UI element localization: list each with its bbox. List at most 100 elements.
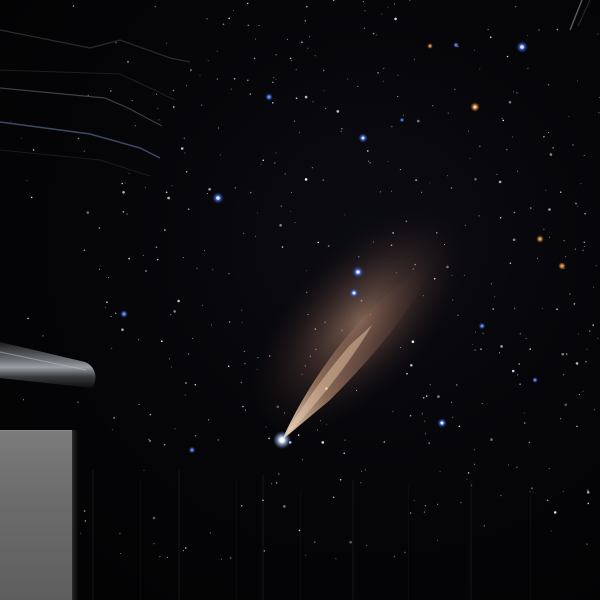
faint-star [119, 532, 121, 535]
faint-star [575, 202, 577, 205]
faint-star [305, 554, 307, 556]
faint-star [365, 469, 367, 471]
faint-star [514, 307, 516, 309]
faint-star [409, 0, 411, 1]
faint-star [304, 178, 308, 181]
faint-star [473, 449, 475, 451]
faint-star [185, 382, 187, 384]
faint-star [513, 211, 516, 214]
faint-star [302, 459, 303, 461]
faint-star [576, 205, 578, 207]
faint-star [548, 208, 551, 211]
faint-star [257, 357, 259, 359]
faint-star [561, 352, 565, 356]
faint-star [456, 384, 458, 386]
faint-star [241, 309, 243, 311]
bright-blue-star [265, 93, 273, 101]
faint-star [552, 147, 554, 149]
faint-star [344, 214, 346, 216]
faint-star [167, 556, 168, 558]
faint-star [233, 10, 234, 11]
faint-star [410, 364, 413, 367]
orange-star [427, 43, 433, 49]
faint-star [321, 441, 325, 444]
faint-star [287, 38, 288, 40]
faint-star [272, 81, 274, 84]
faint-star [294, 120, 296, 122]
faint-star [301, 373, 303, 375]
faint-star [157, 107, 159, 109]
faint-star [268, 437, 270, 440]
bright-blue-star [352, 291, 356, 295]
faint-star [128, 173, 130, 174]
faint-star [262, 159, 265, 162]
faint-star [184, 394, 186, 396]
bright-blue-star [356, 270, 360, 274]
bright-blue-star [188, 446, 196, 454]
faint-star [415, 179, 417, 181]
faint-star [298, 529, 301, 532]
faint-star [513, 91, 514, 93]
faint-star [369, 161, 371, 164]
faint-star [563, 268, 565, 269]
faint-star [312, 101, 314, 103]
faint-star [279, 224, 282, 227]
faint-star [233, 78, 236, 80]
faint-star [575, 248, 577, 250]
faint-star [180, 147, 184, 150]
faint-star [335, 558, 337, 560]
faint-star [478, 215, 480, 217]
faint-star [27, 317, 29, 320]
faint-star [246, 2, 249, 5]
faint-star [450, 187, 453, 189]
faint-star [452, 416, 454, 418]
faint-star [355, 389, 357, 391]
faint-star [42, 335, 44, 337]
faint-star [422, 397, 425, 399]
bright-blue-star [532, 377, 538, 383]
bright-blue-star [120, 310, 128, 318]
faint-star [397, 74, 399, 76]
faint-star [343, 452, 346, 455]
faint-star [228, 273, 230, 275]
faint-star [255, 38, 257, 40]
faint-star [148, 438, 150, 441]
faint-star [447, 175, 448, 177]
faint-star [546, 499, 549, 502]
faint-star [170, 314, 172, 316]
faint-star [598, 112, 600, 114]
faint-star [201, 104, 203, 106]
faint-star [387, 161, 389, 162]
faint-star [383, 80, 385, 82]
faint-star [367, 150, 369, 152]
faint-star [220, 558, 222, 560]
faint-star [414, 263, 417, 266]
faint-star [253, 57, 256, 60]
faint-star [247, 79, 249, 82]
faint-star [208, 188, 211, 191]
faint-star [575, 362, 579, 365]
faint-star [161, 340, 163, 343]
faint-star [597, 33, 599, 35]
bright-blue-star [216, 196, 220, 200]
faint-star [347, 78, 349, 80]
faint-star [83, 249, 86, 251]
bright-blue-star [520, 45, 524, 49]
faint-star [487, 29, 489, 30]
faint-star [306, 270, 307, 272]
faint-star [586, 491, 590, 494]
faint-star [425, 395, 428, 397]
faint-star [433, 277, 436, 280]
faint-star [428, 442, 431, 444]
faint-star [573, 303, 576, 305]
faint-star [583, 155, 585, 156]
faint-star [537, 257, 538, 259]
comet-tail-inner [283, 325, 372, 438]
faint-star [249, 93, 252, 95]
faint-star [158, 119, 160, 121]
faint-star [523, 412, 525, 414]
faint-star [273, 77, 275, 79]
faint-star [538, 29, 540, 31]
faint-star [517, 170, 518, 172]
